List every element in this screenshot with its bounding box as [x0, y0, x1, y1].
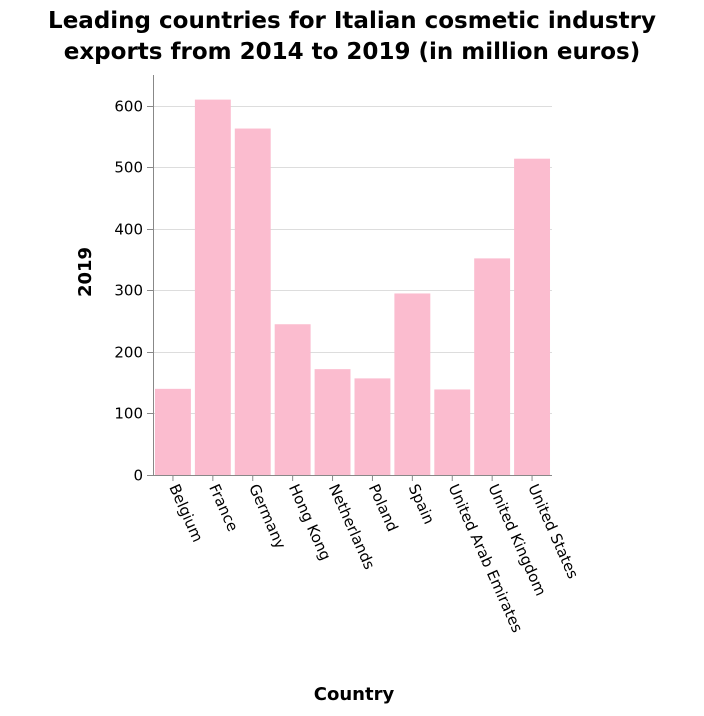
chart-title-line-2: exports from 2014 to 2019 (in million eu…: [63, 39, 641, 65]
y-tick-label: 400: [114, 221, 143, 239]
bar-hong-kong: [274, 324, 311, 475]
x-tick-label: Germany: [245, 481, 290, 551]
bar-poland: [354, 378, 391, 475]
y-tick-label: 300: [114, 282, 143, 300]
bars: [154, 99, 551, 476]
x-tick-label: Belgium: [165, 481, 206, 545]
bar-united-states: [514, 158, 551, 475]
bar-belgium: [154, 388, 191, 475]
y-tick-label: 200: [114, 344, 143, 362]
y-tick-label: 500: [114, 159, 143, 177]
chart-title: Leading countries for Italian cosmetic i…: [0, 6, 704, 68]
x-tick-label: Poland: [365, 481, 402, 534]
bar-germany: [234, 128, 271, 476]
y-tick-label: 0: [133, 467, 143, 485]
bar-netherlands: [314, 369, 351, 475]
axes: [147, 75, 552, 481]
bar-spain: [394, 293, 431, 475]
x-tick-label: Spain: [405, 481, 438, 527]
y-axis-title: 2019: [75, 247, 96, 297]
y-tick-label: 600: [114, 98, 143, 116]
y-tick-label: 100: [114, 405, 143, 423]
bar-united-arab-emirates: [434, 389, 471, 475]
x-tick-label: France: [205, 481, 242, 534]
bar-united-kingdom: [474, 258, 511, 475]
chart-title-line-1: Leading countries for Italian cosmetic i…: [48, 8, 656, 34]
x-axis-title: Country: [314, 684, 395, 705]
x-tick-label: United Arab Emirates: [445, 481, 527, 635]
bar-france: [194, 99, 231, 475]
